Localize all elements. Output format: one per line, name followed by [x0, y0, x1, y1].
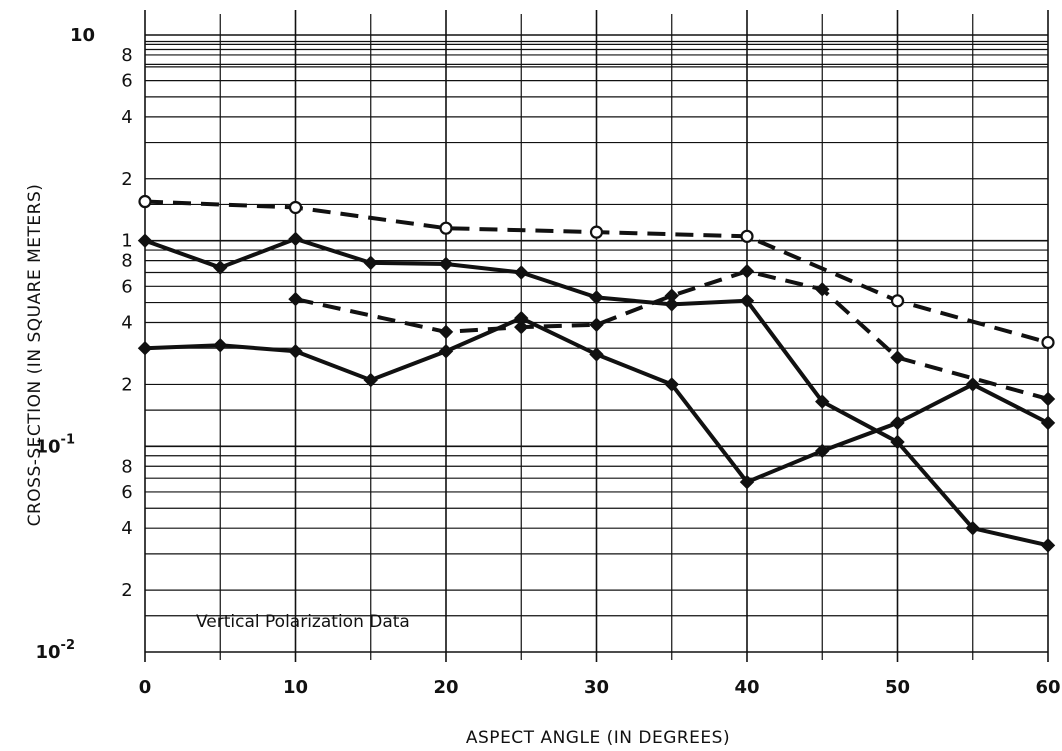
y-tick-label: 4	[121, 313, 132, 334]
series-3-line	[295, 269, 1049, 401]
series-4-marker	[1040, 415, 1056, 431]
y-tick-label: 10-2	[35, 638, 75, 663]
y-tick-label: 6	[121, 482, 132, 503]
y-tick-label: 2	[121, 374, 132, 395]
x-tick-label: 60	[1035, 677, 1060, 698]
series-2-marker	[213, 260, 228, 275]
y-tick-exponent: -1	[61, 432, 75, 447]
series-4-marker	[815, 443, 830, 459]
y-tick-label: 2	[121, 169, 132, 190]
series-3-marker	[589, 317, 604, 332]
series-2-marker	[589, 290, 604, 305]
series-2-marker	[965, 520, 980, 536]
y-tick-label: 8	[121, 456, 132, 477]
series-1-marker	[138, 194, 152, 209]
series-3-marker	[1040, 391, 1056, 407]
series-3-marker	[288, 291, 303, 307]
series-4-marker	[137, 340, 153, 356]
series-3-marker	[890, 350, 905, 365]
series-4-marker	[438, 344, 454, 359]
series-3-marker	[664, 288, 679, 303]
y-tick-label: 4	[121, 107, 132, 128]
x-tick-label: 0	[139, 677, 152, 698]
series-4-marker	[589, 347, 604, 362]
y-tick-label: 6	[121, 71, 132, 92]
series-4-marker	[288, 344, 303, 359]
series-3-marker	[438, 324, 454, 340]
series-1-marker	[1041, 335, 1055, 350]
series-1-marker	[890, 294, 905, 308]
series-4-marker	[739, 474, 755, 490]
y-tick-exponent: -2	[61, 638, 75, 653]
series-2-marker	[137, 233, 153, 248]
series-4-marker	[664, 377, 679, 392]
y-tick-label: 6	[121, 276, 132, 297]
series-1-marker	[288, 200, 303, 215]
annotation: Vertical Polarization Data	[196, 612, 410, 632]
series-3-marker	[815, 282, 830, 297]
x-axis-title: ASPECT ANGLE (IN DEGREES)	[466, 728, 730, 748]
x-tick-label: 50	[885, 677, 910, 698]
series-2-marker	[664, 297, 679, 312]
x-tick-label: 30	[584, 677, 609, 698]
series-1-marker	[589, 225, 604, 239]
series-1-marker	[439, 221, 453, 235]
y-tick-label: 10	[70, 25, 95, 46]
series-2-marker	[438, 256, 454, 272]
y-tick-label: 4	[121, 518, 132, 539]
series-2-marker	[1040, 538, 1056, 553]
series-2-marker	[514, 265, 529, 280]
grid	[144, 10, 1049, 662]
y-tick-label: 2	[121, 580, 132, 601]
series-4-marker	[965, 377, 980, 392]
y-tick-label: 1	[121, 231, 132, 252]
series-2-marker	[739, 293, 755, 309]
series-2-marker	[363, 255, 378, 271]
series-4-marker	[514, 310, 529, 326]
series-2-marker	[890, 434, 905, 450]
series-1-marker	[740, 229, 754, 243]
series-3-marker	[739, 264, 755, 279]
x-tick-label: 10	[283, 677, 308, 698]
series-4-marker	[363, 372, 378, 388]
series-3-marker	[514, 319, 529, 335]
series-4-marker	[890, 415, 905, 431]
y-tick-label: 8	[121, 251, 132, 272]
x-tick-label: 20	[433, 677, 458, 698]
series-2-marker	[288, 231, 303, 247]
y-axis-title: CROSS-SECTION (IN SQUARE METERS)	[25, 184, 45, 527]
marker-layer	[137, 194, 1056, 553]
y-tick-label: 8	[121, 45, 132, 66]
x-tick-labels: 0 10 20 30 40 50 60	[139, 677, 1061, 698]
series-4-marker	[213, 338, 228, 353]
x-tick-label: 40	[734, 677, 759, 698]
series-2-marker	[815, 394, 830, 409]
